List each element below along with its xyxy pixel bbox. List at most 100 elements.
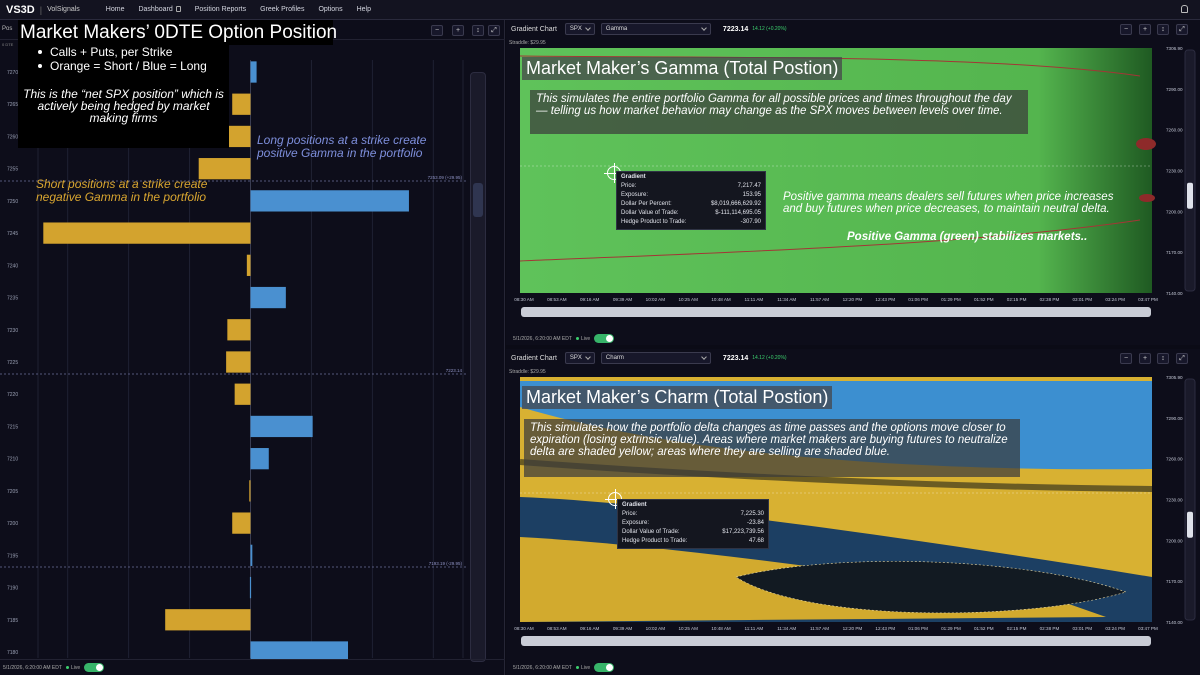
position-bar-chart: -3487-3000-2000-100001000200030003487727… (0, 60, 468, 660)
tooltip-value: $-111,114,695.05 (715, 210, 761, 216)
gamma-explanation: Positive gamma means dealers sell future… (783, 191, 1114, 215)
charm-footer: 5/1/2026, 6:20:00 AM EDT Live (506, 663, 615, 672)
charm-footer-timestamp: 5/1/2026, 6:20:00 AM EDT (513, 664, 572, 671)
price-scrollbar (1184, 378, 1196, 621)
price-tick-label: 7230.00 (1166, 169, 1183, 174)
gamma-greek-select[interactable]: Gamma (600, 23, 711, 35)
zoom-out-button[interactable]: − (431, 25, 443, 36)
time-tick-label: 09:16 AM (580, 297, 600, 302)
time-tick-label: 10:25 AM (678, 297, 698, 302)
time-tick-label: 03:47 PM (1138, 297, 1158, 302)
gamma-heatmap[interactable]: 08:30 AM 08:53 AM 09:16 AM 09:39 AM 10:02 AM… (506, 20, 1200, 345)
time-tick-label: 12:20 PM (843, 626, 863, 631)
gamma-zoom-in-button[interactable]: + (1139, 24, 1151, 35)
gamma-live-label: Live (580, 335, 591, 342)
gamma-surface (520, 48, 1152, 293)
tooltip-row: Hedge Product to Trade: 47.68 (622, 537, 764, 546)
charm-straddle: Straddle: $29.95 (509, 369, 546, 375)
live-dot-icon (575, 666, 579, 669)
gamma-footer-timestamp: 5/1/2026, 6:20:00 AM EDT (513, 335, 572, 342)
position-bar (250, 448, 269, 470)
tooltip-row: Dollar Value of Trade: $17,223,739.56 (622, 528, 764, 537)
gamma-fit-button[interactable]: ↕ (1157, 24, 1169, 35)
reference-line-label: 7253.09 (+29.95) (428, 175, 463, 180)
gamma-negative-zone (1136, 138, 1156, 150)
nav-greek-profiles[interactable]: Greek Profiles (260, 6, 305, 13)
price-tick-label: 7290.00 (1166, 87, 1183, 92)
live-label: Live (70, 664, 81, 671)
fit-vertical-button[interactable]: ↕ (472, 25, 484, 36)
gamma-symbol-select[interactable]: SPX (564, 23, 595, 35)
charm-greek-value: Charm (605, 355, 624, 361)
gamma-tooltip: Gradient Price: 7,217.47 Exposure: 153.95 … (616, 171, 766, 230)
tooltip-row: Hedge Product to Trade: -307.90 (621, 218, 761, 227)
position-bar (234, 383, 251, 405)
price-tick-label: 7290.00 (1166, 416, 1183, 421)
gamma-stabilizes-note: Positive Gamma (green) stabilizes market… (847, 231, 1088, 243)
nav-options[interactable]: Options (318, 6, 343, 13)
strike-scrollbar[interactable] (470, 72, 486, 662)
charm-greek-select[interactable]: Charm (600, 352, 711, 364)
gamma-title: Market Maker’s Gamma (Total Postion) (522, 57, 843, 80)
price-scrollbar-thumb (1187, 511, 1193, 538)
charm-symbol-select[interactable]: SPX (564, 352, 595, 364)
charm-zoom-in-button[interactable]: + (1139, 353, 1151, 364)
expand-button[interactable]: ⤢ (488, 25, 500, 36)
strike-label: 7270 (7, 70, 18, 76)
time-tick-label: 10:02 AM (646, 626, 666, 631)
app-logo[interactable]: VS3D (6, 3, 35, 16)
gamma-negative-zone (1139, 194, 1155, 202)
charm-zoom-out-button[interactable]: − (1120, 353, 1132, 364)
time-tick-label: 11:57 AM (810, 626, 829, 631)
charm-live-toggle[interactable] (594, 663, 615, 672)
price-tick-label: 7305.90 (1166, 375, 1183, 380)
scrollbar-thumb[interactable] (473, 183, 483, 217)
strike-label: 7195 (7, 553, 18, 559)
charm-fit-button[interactable]: ↕ (1157, 353, 1169, 364)
gamma-live-toggle[interactable] (594, 334, 615, 343)
zoom-in-button[interactable]: + (452, 25, 464, 36)
nav-help[interactable]: Help (356, 6, 371, 13)
charm-price: 7223.14 (722, 354, 749, 362)
charm-chart-header: Gradient Chart SPX Charm 7223.14 14.12 (… (506, 349, 1200, 367)
strike-label: 7185 (7, 618, 18, 624)
position-bar (250, 415, 313, 438)
tooltip-value: $8,019,666,629.92 (710, 201, 761, 207)
gamma-expand-button[interactable]: ⤢ (1176, 24, 1188, 35)
tooltip-key: Exposure: (622, 520, 650, 526)
short-positions-note: Short positions at a strike create negat… (36, 177, 208, 204)
price-tick-label: 7170.00 (1166, 579, 1183, 584)
time-tick-label: 08:53 AM (547, 297, 567, 302)
gamma-zoom-out-button[interactable]: − (1120, 24, 1132, 35)
position-bar (232, 93, 251, 115)
position-tab[interactable]: Pos (2, 26, 13, 32)
nav-dashboard[interactable]: Dashboard (138, 5, 181, 13)
time-tick-label: 02:38 PM (1040, 297, 1060, 302)
time-tick-label: 12:43 PM (875, 626, 895, 631)
nav-dashboard-label: Dashboard (138, 6, 173, 13)
strike-label: 7240 (7, 263, 18, 269)
strike-label: 7260 (7, 134, 18, 140)
position-bar (250, 544, 253, 566)
strike-label: 7245 (7, 231, 18, 237)
price-tick-label: 7230.00 (1166, 498, 1183, 503)
tooltip-key: Hedge Product to Trade: (622, 538, 688, 544)
nav-position-reports[interactable]: Position Reports (194, 6, 247, 13)
brand-name: VolSignals (47, 6, 80, 13)
time-tick-label: 12:20 PM (843, 297, 863, 302)
time-tick-label: 11:11 AM (745, 297, 764, 302)
bell-icon[interactable] (1181, 5, 1188, 13)
position-bar (250, 286, 286, 309)
charm-expand-button[interactable]: ⤢ (1176, 353, 1188, 364)
strike-label: 7210 (7, 457, 18, 463)
time-tick-label: 08:30 AM (514, 297, 534, 302)
position-bar (246, 254, 251, 276)
price-tick-label: 7140.00 (1166, 291, 1183, 296)
time-tick-label: 09:39 AM (613, 297, 633, 302)
position-bar (226, 351, 251, 373)
live-toggle[interactable] (84, 663, 105, 672)
gamma-description: This simulates the entire portfolio Gamm… (530, 90, 1028, 134)
time-tick-label: 10:02 AM (646, 297, 666, 302)
tooltip-row: Dollar Value of Trade: $-111,114,695.05 (621, 209, 761, 218)
nav-home[interactable]: Home (105, 6, 125, 13)
